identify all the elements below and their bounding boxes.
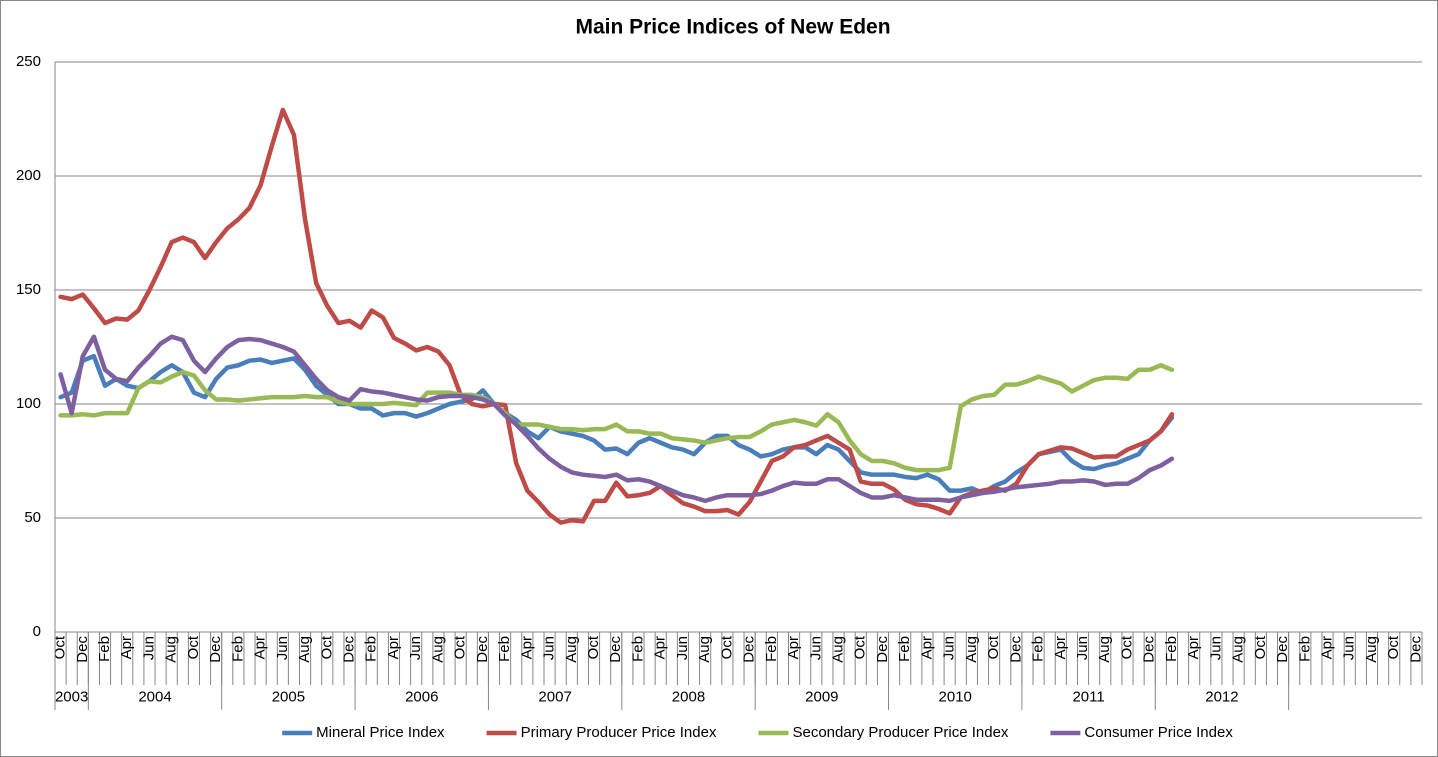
x-tick-label: Dec xyxy=(1407,636,1424,663)
x-tick-label: Oct xyxy=(318,635,335,659)
x-tick-label: Apr xyxy=(1052,636,1069,659)
x-tick-label: Oct xyxy=(452,635,469,659)
x-tick-label: Feb xyxy=(896,636,913,662)
x-tick-label: Dec xyxy=(874,636,891,663)
x-tick-label: Oct xyxy=(1385,635,1402,659)
year-label: 2012 xyxy=(1205,688,1238,705)
x-tick-label: Jun xyxy=(941,636,958,660)
year-label: 2009 xyxy=(805,688,838,705)
year-label: 2006 xyxy=(405,688,438,705)
x-tick-label: Dec xyxy=(741,636,758,663)
year-label: 2011 xyxy=(1072,688,1104,705)
x-tick-label: Jun xyxy=(274,636,291,660)
y-tick-label: 150 xyxy=(16,281,41,298)
legend-label: Secondary Producer Price Index xyxy=(792,724,1008,741)
year-label: 2010 xyxy=(939,688,972,705)
year-label: 2008 xyxy=(672,688,705,705)
x-tick-label: Jun xyxy=(1074,636,1091,660)
x-tick-label: Apr xyxy=(1319,636,1336,659)
x-tick-label: Feb xyxy=(229,636,246,662)
x-tick-label: Dec xyxy=(1274,636,1291,663)
x-tick-label: Aug xyxy=(963,636,980,663)
x-tick-label: Apr xyxy=(518,636,535,659)
x-tick-label: Jun xyxy=(140,636,157,660)
x-tick-label: Feb xyxy=(363,636,380,662)
x-tick-label: Dec xyxy=(607,636,624,663)
x-tick-label: Apr xyxy=(385,636,402,659)
x-tick-label: Oct xyxy=(1252,635,1269,659)
x-tick-label: Aug xyxy=(1096,636,1113,663)
x-tick-label: Apr xyxy=(1185,636,1202,659)
year-label: 2007 xyxy=(538,688,571,705)
x-tick-label: Apr xyxy=(118,636,135,659)
x-tick-label: Aug xyxy=(429,636,446,663)
series-line xyxy=(58,107,1175,525)
legend-label: Consumer Price Index xyxy=(1084,724,1233,741)
x-tick-label: Apr xyxy=(652,636,669,659)
y-tick-label: 200 xyxy=(16,167,41,184)
x-tick-label: Dec xyxy=(74,636,91,663)
x-tick-label: Jun xyxy=(674,636,691,660)
x-tick-label: Oct xyxy=(852,635,869,659)
series-line xyxy=(58,362,1175,473)
x-tick-label: Dec xyxy=(474,636,491,663)
year-label: 2005 xyxy=(272,688,305,705)
year-label: 2003 xyxy=(55,688,88,705)
x-tick-label: Jun xyxy=(407,636,424,660)
x-tick-label: Oct xyxy=(585,635,602,659)
x-tick-label: Dec xyxy=(207,636,224,663)
y-tick-label: 50 xyxy=(24,509,41,526)
year-label: 2004 xyxy=(138,688,171,705)
x-tick-label: Aug xyxy=(296,636,313,663)
x-tick-label: Aug xyxy=(563,636,580,663)
x-tick-label: Feb xyxy=(1163,636,1180,662)
x-tick-label: Apr xyxy=(918,636,935,659)
x-tick-label: Oct xyxy=(985,635,1002,659)
chart-title: Main Price Indices of New Eden xyxy=(575,16,890,39)
x-tick-label: Aug xyxy=(163,636,180,663)
x-tick-label: Oct xyxy=(718,635,735,659)
x-tick-label: Feb xyxy=(496,636,513,662)
legend-label: Mineral Price Index xyxy=(316,724,445,741)
y-tick-label: 250 xyxy=(16,53,41,70)
x-tick-label: Feb xyxy=(629,636,646,662)
x-tick-label: Feb xyxy=(763,636,780,662)
x-tick-label: Apr xyxy=(785,636,802,659)
x-tick-label: Jun xyxy=(1341,636,1358,660)
x-tick-label: Dec xyxy=(1007,636,1024,663)
x-tick-label: Oct xyxy=(185,635,202,659)
series-line xyxy=(58,334,1175,504)
x-tick-label: Feb xyxy=(1030,636,1047,662)
y-tick-label: 0 xyxy=(33,623,41,640)
y-tick-label: 100 xyxy=(16,395,41,412)
x-tick-label: Dec xyxy=(340,636,357,663)
x-tick-label: Feb xyxy=(96,636,113,662)
x-tick-label: Aug xyxy=(829,636,846,663)
x-tick-label: Jun xyxy=(1207,636,1224,660)
x-tick-label: Aug xyxy=(1230,636,1247,663)
x-tick-label: Apr xyxy=(252,636,269,659)
x-tick-label: Oct xyxy=(1118,635,1135,659)
x-tick-label: Oct xyxy=(52,635,69,659)
x-tick-label: Dec xyxy=(1141,636,1158,663)
x-tick-label: Jun xyxy=(807,636,824,660)
x-tick-label: Jun xyxy=(541,636,558,660)
x-tick-label: Aug xyxy=(1363,636,1380,663)
x-tick-label: Feb xyxy=(1296,636,1313,662)
x-tick-label: Aug xyxy=(696,636,713,663)
legend-label: Primary Producer Price Index xyxy=(521,724,717,741)
